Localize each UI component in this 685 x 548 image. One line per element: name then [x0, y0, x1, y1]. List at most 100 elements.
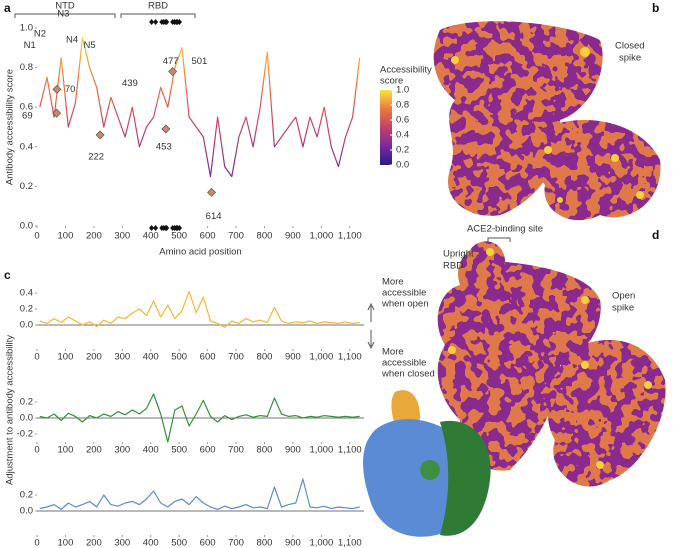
y-tick-label: 0.0 — [20, 413, 33, 424]
y-axis-label: Adjustment to antibody accessibility — [5, 335, 16, 485]
y-tick-label: 0.2 — [20, 490, 33, 501]
note: More — [382, 347, 404, 358]
x-tick-label: 600 — [200, 352, 216, 363]
x-tick-label: 700 — [228, 231, 244, 242]
x-tick-label: 1,100 — [338, 352, 362, 363]
x-tick-label: 400 — [143, 231, 159, 242]
x-tick-label: 600 — [200, 538, 216, 548]
arrow-up — [367, 302, 375, 322]
domain-label: RBD — [148, 1, 168, 12]
x-tick-label: 700 — [228, 352, 244, 363]
annotation: 69 — [22, 111, 33, 122]
y-tick-label: 0.6 — [20, 102, 33, 113]
site-marker — [207, 187, 217, 197]
x-tick-label: 1,000 — [309, 352, 333, 363]
data-line — [39, 290, 360, 328]
site-marker — [95, 130, 105, 140]
x-tick-label: 400 — [143, 352, 159, 363]
y-tick-label: 0.2 — [20, 181, 33, 192]
closed-spike — [433, 21, 661, 221]
open-spike — [437, 241, 666, 487]
panel-label: b — [652, 1, 659, 15]
panel-label: d — [652, 228, 659, 242]
x-tick-label: 100 — [58, 538, 74, 548]
annotation: 477 — [163, 56, 179, 67]
x-tick-label: 300 — [114, 538, 130, 548]
x-tick-label: 500 — [171, 538, 187, 548]
x-tick-label: 1,000 — [309, 445, 333, 456]
highlight-site — [164, 19, 170, 25]
x-tick-label: 200 — [86, 538, 102, 548]
structure-label: ACE2-binding site — [467, 224, 543, 235]
structure-label: Closed — [615, 41, 645, 52]
x-tick-label: 200 — [86, 231, 102, 242]
structure-label: RBD — [443, 261, 463, 272]
annotation: 614 — [206, 211, 222, 222]
y-tick-label: 0.4 — [20, 288, 33, 299]
note: More — [382, 277, 404, 288]
x-tick-label: 300 — [114, 352, 130, 363]
y-tick-label: 0.2 — [20, 304, 33, 315]
x-tick-label: 1,100 — [338, 231, 362, 242]
x-tick-label: 100 — [58, 445, 74, 456]
site-marker — [52, 84, 62, 94]
x-tick-label: 900 — [285, 445, 301, 456]
y-tick-label: 0.0 — [20, 221, 33, 232]
x-tick-label: 600 — [200, 445, 216, 456]
x-tick-label: 400 — [143, 445, 159, 456]
colored-spike — [363, 390, 491, 537]
colorbar — [380, 90, 392, 165]
highlight-site — [164, 225, 170, 231]
highlight-site — [153, 19, 159, 25]
x-tick-label: 200 — [86, 352, 102, 363]
site-marker — [52, 108, 62, 118]
colorbar-tick-label: 0.4 — [396, 130, 409, 141]
x-tick-label: 700 — [228, 538, 244, 548]
annotation: N5 — [84, 40, 96, 51]
panel-label: c — [4, 268, 11, 282]
closed-spike-highlights — [451, 47, 644, 203]
note: accessible — [382, 358, 426, 369]
annotation: 222 — [88, 151, 104, 162]
x-tick-label: 0 — [34, 538, 39, 548]
highlight-site — [149, 225, 155, 231]
x-tick-label: 800 — [257, 538, 273, 548]
x-tick-label: 100 — [58, 231, 74, 242]
y-tick-label: -0.2 — [17, 429, 33, 440]
y-axis-label: Antibody accessibility score — [5, 69, 16, 185]
y-tick-label: 0.8 — [20, 62, 33, 73]
annotation: 439 — [122, 78, 138, 89]
structure-label: Open — [612, 291, 635, 302]
rbd-bracket — [120, 13, 196, 18]
domain-label: NTD — [55, 1, 75, 12]
x-tick-label: 900 — [285, 538, 301, 548]
x-tick-label: 500 — [171, 445, 187, 456]
x-tick-label: 300 — [114, 445, 130, 456]
colorbar-tick-label: 0.8 — [396, 100, 409, 111]
note: when closed — [381, 369, 435, 380]
x-tick-label: 500 — [171, 352, 187, 363]
annotation: 70 — [65, 84, 76, 95]
colorbar-tick-label: 0.6 — [396, 115, 409, 126]
x-tick-label: 0 — [34, 352, 39, 363]
note: when open — [381, 299, 428, 310]
data-line — [39, 393, 360, 443]
structure-label: spike — [619, 53, 641, 64]
x-tick-label: 1,000 — [309, 538, 333, 548]
annotation: N3 — [57, 9, 69, 20]
colorbar-tick-label: 0.0 — [396, 160, 409, 171]
data-line — [39, 37, 361, 178]
x-tick-label: 800 — [257, 445, 273, 456]
x-tick-label: 200 — [86, 445, 102, 456]
x-tick-label: 1,000 — [309, 231, 333, 242]
x-tick-label: 0 — [34, 231, 39, 242]
x-tick-label: 700 — [228, 445, 244, 456]
annotation: N2 — [34, 28, 46, 39]
x-tick-label: 900 — [285, 231, 301, 242]
arrow-down — [367, 330, 375, 350]
colorbar-title: Accessibility — [380, 65, 432, 76]
x-tick-label: 800 — [257, 231, 273, 242]
x-tick-label: 400 — [143, 538, 159, 548]
colorbar-title: score — [380, 76, 403, 87]
